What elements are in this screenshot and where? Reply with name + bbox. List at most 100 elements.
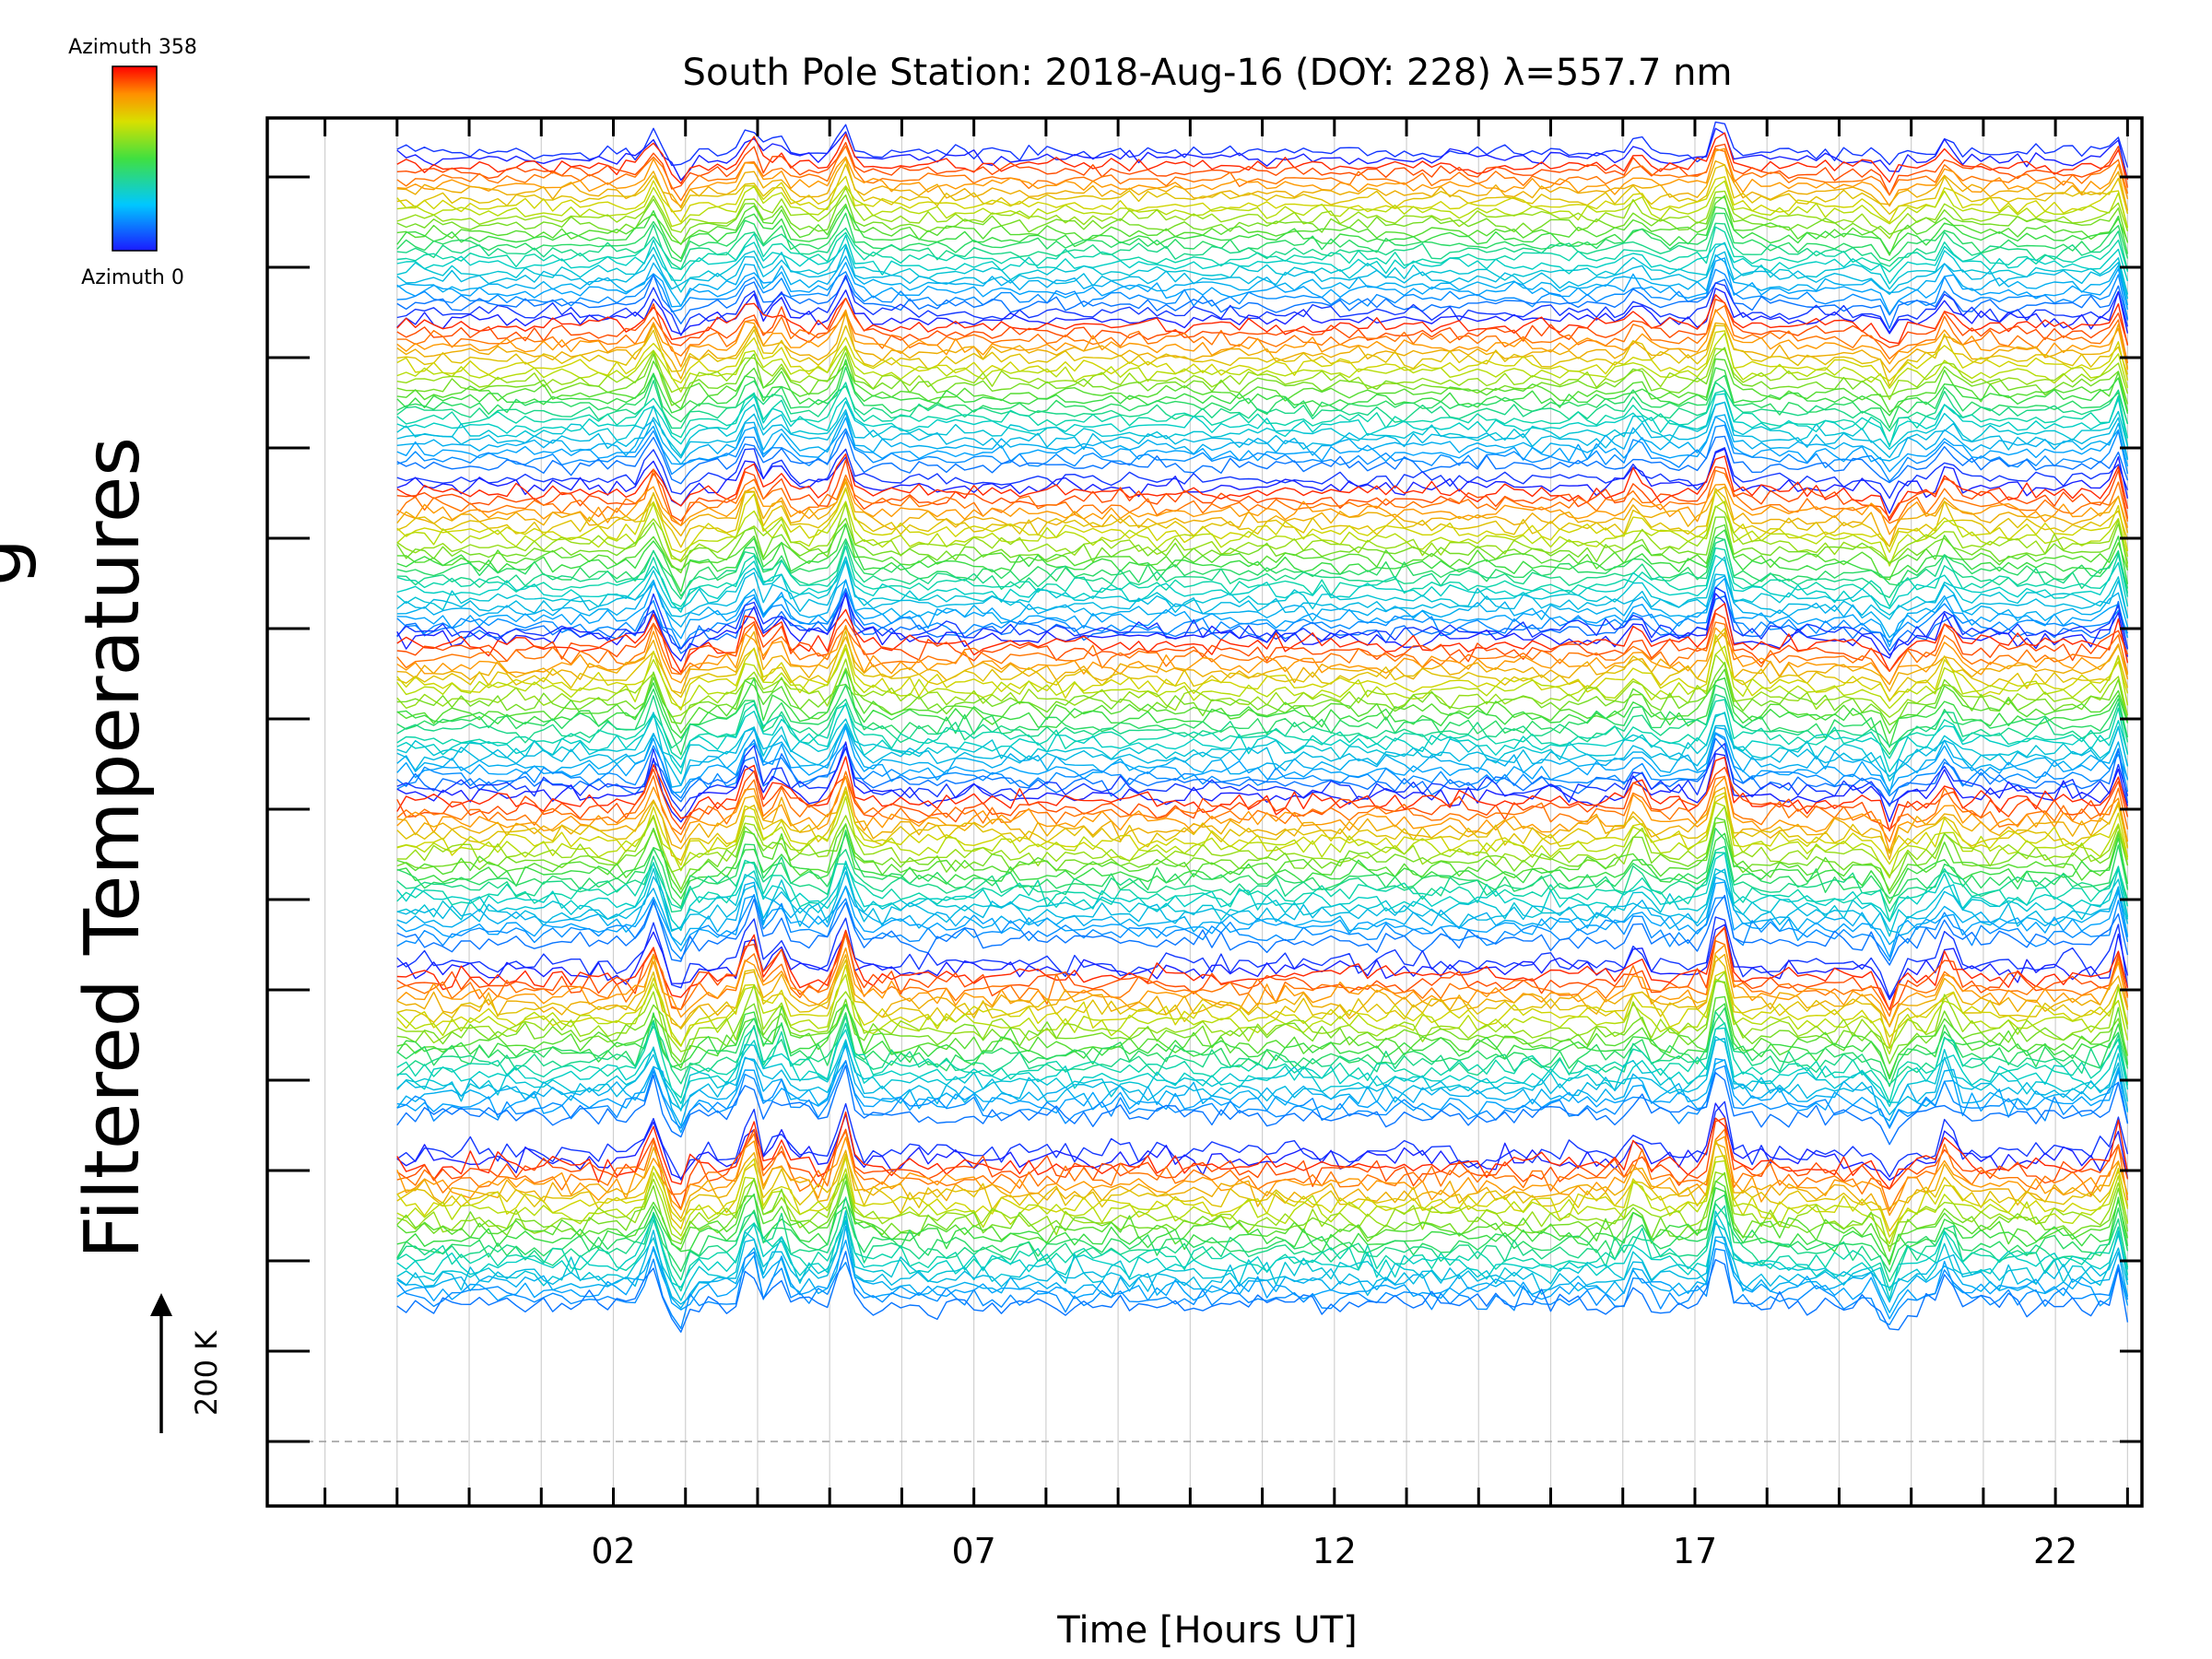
series-line — [396, 309, 2129, 371]
series-line — [396, 132, 2129, 184]
scale-bar: 200 K — [150, 1293, 224, 1433]
series-line — [396, 448, 2129, 514]
y-axis-label-clipped: g — [0, 538, 39, 586]
series-line — [396, 330, 2129, 384]
series-line — [396, 881, 2129, 959]
series-line — [396, 628, 2129, 702]
series-line — [396, 175, 2129, 229]
chart-title: South Pole Station: 2018-Aug-16 (DOY: 22… — [683, 52, 1733, 94]
series-line — [396, 1210, 2129, 1301]
series-line — [396, 1003, 2129, 1080]
series-line — [396, 926, 2129, 1011]
series-line — [396, 933, 2129, 1018]
series-line — [396, 298, 2129, 348]
series-line — [396, 538, 2129, 600]
series-line — [396, 894, 2129, 966]
series-line — [396, 468, 2129, 526]
series-line — [396, 852, 2129, 923]
series-line — [396, 500, 2129, 567]
series-line — [396, 796, 2129, 879]
x-tick-label: 22 — [2033, 1531, 2077, 1571]
y-axis-label: Filtered Temperatures — [69, 437, 157, 1259]
series-line — [396, 786, 2129, 861]
x-axis-label: Time [Hours UT] — [1056, 1609, 1357, 1652]
series-line — [396, 712, 2129, 782]
series-line — [396, 575, 2129, 639]
series-line — [396, 347, 2129, 406]
series-line — [396, 1035, 2129, 1112]
series-line — [396, 586, 2129, 650]
series-line — [396, 453, 2129, 522]
series-line — [396, 668, 2129, 735]
colorbar-top-label: Azimuth 358 — [68, 36, 197, 59]
series-line — [396, 1006, 2129, 1088]
series-line — [396, 924, 2129, 1001]
colorbar-bottom-label: Azimuth 0 — [81, 266, 184, 289]
series-line — [396, 305, 2129, 364]
series-line — [396, 141, 2129, 196]
series-line — [396, 1111, 2129, 1190]
series-line — [396, 995, 2129, 1077]
series-line — [396, 158, 2129, 211]
series-line — [396, 400, 2129, 457]
series-line — [396, 868, 2129, 934]
series-line — [396, 145, 2129, 202]
series-line — [396, 699, 2129, 760]
series-line — [396, 1021, 2129, 1103]
series-line — [396, 828, 2129, 908]
x-tick-label: 12 — [1312, 1531, 1357, 1571]
series-line — [396, 241, 2129, 295]
series-line — [396, 1251, 2129, 1334]
series-line — [396, 212, 2129, 263]
series-line — [396, 1117, 2129, 1210]
series-line — [396, 1239, 2129, 1320]
series-line — [396, 382, 2129, 448]
series-line — [396, 358, 2129, 413]
series-line — [396, 733, 2129, 799]
series-line — [396, 653, 2129, 718]
series-line — [396, 1135, 2129, 1217]
series-line — [396, 953, 2129, 1029]
series-line — [396, 487, 2129, 548]
series-line — [396, 1057, 2129, 1134]
series-line — [396, 964, 2129, 1047]
series-line — [396, 1159, 2129, 1245]
series-line — [396, 555, 2129, 613]
series-line — [396, 447, 2129, 500]
series-line — [396, 187, 2129, 240]
scale-bar-label: 200 K — [189, 1330, 224, 1416]
series-line — [396, 927, 2129, 1011]
x-tick-labels: 02 07 12 17 22 — [591, 1531, 2077, 1571]
series-line — [396, 741, 2129, 823]
series-line — [396, 1128, 2129, 1212]
series-line — [396, 234, 2129, 285]
series-line — [396, 481, 2129, 547]
series-line — [396, 973, 2129, 1055]
series-line — [396, 366, 2129, 429]
series-line — [396, 275, 2129, 336]
series-line — [396, 1060, 2129, 1129]
series-line — [396, 684, 2129, 756]
series-line — [396, 294, 2129, 346]
series-line — [396, 877, 2129, 947]
series-line — [396, 477, 2129, 535]
series-line — [396, 1171, 2129, 1247]
series-line — [396, 268, 2129, 320]
series-line — [396, 766, 2129, 831]
series-line — [396, 724, 2129, 794]
series-line — [396, 1065, 2129, 1146]
series-line — [396, 324, 2129, 387]
series-line — [396, 586, 2129, 656]
series-line — [396, 916, 2129, 998]
series-line — [396, 577, 2129, 647]
series-line — [396, 1225, 2129, 1313]
series-line — [396, 817, 2129, 895]
series-line — [396, 488, 2129, 554]
series-line — [396, 245, 2129, 300]
series-line — [396, 226, 2129, 273]
series-line — [396, 524, 2129, 593]
series-line — [396, 194, 2129, 256]
series-line — [396, 312, 2129, 380]
series-line — [396, 424, 2129, 482]
series-line — [396, 1102, 2129, 1182]
